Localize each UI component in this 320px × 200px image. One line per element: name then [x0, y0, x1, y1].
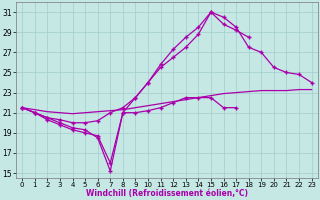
X-axis label: Windchill (Refroidissement éolien,°C): Windchill (Refroidissement éolien,°C) — [86, 189, 248, 198]
